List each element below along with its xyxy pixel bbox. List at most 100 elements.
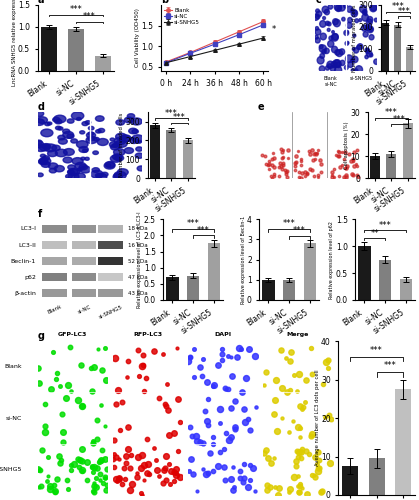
Circle shape (35, 140, 42, 144)
Point (293, 462, 300, 470)
Point (111, 462, 117, 470)
Point (113, 453, 119, 461)
Point (163, 476, 169, 484)
Text: 43 kDa: 43 kDa (129, 291, 148, 296)
Circle shape (79, 164, 88, 170)
Point (167, 467, 174, 475)
Point (335, 148, 342, 156)
Circle shape (45, 122, 50, 126)
Point (326, 410, 333, 418)
Point (78, 466, 85, 474)
Point (252, 402, 259, 410)
Point (166, 430, 172, 438)
Point (333, 151, 339, 159)
Circle shape (104, 162, 115, 169)
Circle shape (48, 163, 58, 169)
Point (292, 158, 299, 166)
Circle shape (52, 145, 60, 150)
Text: ***: *** (83, 12, 96, 22)
Point (263, 446, 270, 454)
Circle shape (93, 138, 99, 141)
Point (265, 156, 272, 164)
Point (78, 402, 85, 410)
Circle shape (78, 168, 82, 171)
Text: ***: *** (165, 109, 178, 118)
Circle shape (334, 3, 341, 10)
Point (316, 156, 323, 164)
Point (328, 171, 335, 179)
Point (79, 457, 86, 465)
Point (308, 166, 315, 173)
Point (296, 168, 303, 176)
Point (197, 438, 204, 446)
Circle shape (374, 18, 378, 22)
Point (279, 384, 285, 392)
Point (287, 357, 293, 365)
Point (170, 468, 177, 476)
Text: β-actin: β-actin (14, 291, 36, 296)
Point (64, 476, 70, 484)
Text: 16 kDa: 16 kDa (129, 242, 148, 248)
Circle shape (369, 27, 373, 32)
Point (225, 436, 232, 444)
Circle shape (42, 144, 51, 149)
Point (349, 155, 356, 163)
Point (303, 376, 309, 384)
Point (47, 486, 54, 494)
Circle shape (351, 10, 357, 17)
Point (83, 476, 90, 484)
Point (93, 464, 100, 472)
Bar (95, 56, 111, 71)
Circle shape (88, 126, 94, 130)
Text: DAPI: DAPI (214, 332, 231, 336)
Point (291, 162, 298, 170)
Circle shape (351, 69, 354, 72)
Bar (283, 280, 295, 300)
Circle shape (137, 140, 141, 143)
Point (264, 481, 271, 489)
Point (199, 439, 206, 447)
Text: Blank: Blank (5, 364, 23, 370)
Point (110, 455, 116, 463)
Circle shape (83, 149, 88, 152)
Point (334, 148, 341, 156)
Point (93, 416, 100, 424)
Point (315, 171, 322, 179)
Point (194, 487, 201, 495)
Point (279, 158, 286, 166)
Point (247, 476, 254, 484)
Point (199, 372, 205, 380)
Point (96, 470, 103, 478)
Point (348, 170, 355, 178)
Point (336, 152, 343, 160)
Point (58, 456, 65, 464)
Point (187, 353, 194, 361)
Point (299, 445, 306, 453)
Circle shape (69, 168, 80, 175)
Point (261, 152, 268, 160)
Point (200, 466, 207, 473)
Circle shape (367, 16, 373, 22)
Point (229, 463, 236, 471)
Point (312, 149, 319, 157)
Point (350, 162, 357, 170)
Circle shape (363, 10, 367, 14)
Circle shape (347, 22, 352, 28)
Point (224, 385, 231, 393)
Point (140, 350, 147, 358)
Point (308, 370, 315, 378)
Circle shape (37, 116, 47, 123)
Text: ***: *** (383, 361, 396, 370)
Circle shape (55, 120, 62, 124)
Circle shape (344, 4, 347, 8)
Point (239, 478, 246, 486)
Point (244, 483, 251, 491)
Circle shape (313, 14, 319, 20)
Point (44, 477, 50, 485)
Circle shape (49, 168, 57, 173)
Point (162, 400, 169, 408)
Bar (150, 126, 160, 178)
Point (159, 350, 166, 358)
Point (246, 462, 253, 469)
Point (318, 488, 324, 496)
